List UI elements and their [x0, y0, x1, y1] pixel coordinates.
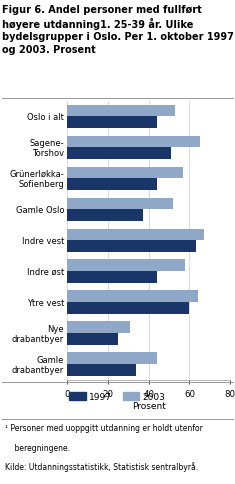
Bar — [67, 322, 130, 333]
Bar — [67, 117, 157, 129]
Bar — [67, 198, 173, 210]
Bar — [67, 241, 196, 253]
Bar — [67, 302, 189, 315]
Bar — [67, 148, 171, 160]
Bar — [67, 179, 157, 191]
Bar — [67, 106, 175, 117]
Legend: 1997, 2003: 1997, 2003 — [66, 389, 169, 405]
Text: ¹ Personer med uoppgitt utdanning er holdt utenfor: ¹ Personer med uoppgitt utdanning er hol… — [5, 424, 203, 433]
Bar — [67, 167, 183, 179]
Text: Figur 6. Andel personer med fullført
høyere utdanning1. 25-39 år. Ulike
bydelsgr: Figur 6. Andel personer med fullført høy… — [2, 5, 234, 55]
Bar — [67, 136, 200, 148]
Bar — [67, 333, 118, 345]
Bar — [67, 210, 142, 222]
Bar — [67, 353, 157, 364]
Bar — [67, 272, 157, 284]
X-axis label: Prosent: Prosent — [132, 401, 166, 409]
Text: beregningene.: beregningene. — [5, 443, 70, 452]
Text: Kilde: Utdanningsstatistikk, Statistisk sentralbyrå.: Kilde: Utdanningsstatistikk, Statistisk … — [5, 461, 198, 470]
Bar — [67, 260, 185, 272]
Bar — [67, 364, 136, 376]
Bar — [67, 291, 198, 302]
Bar — [67, 229, 204, 241]
